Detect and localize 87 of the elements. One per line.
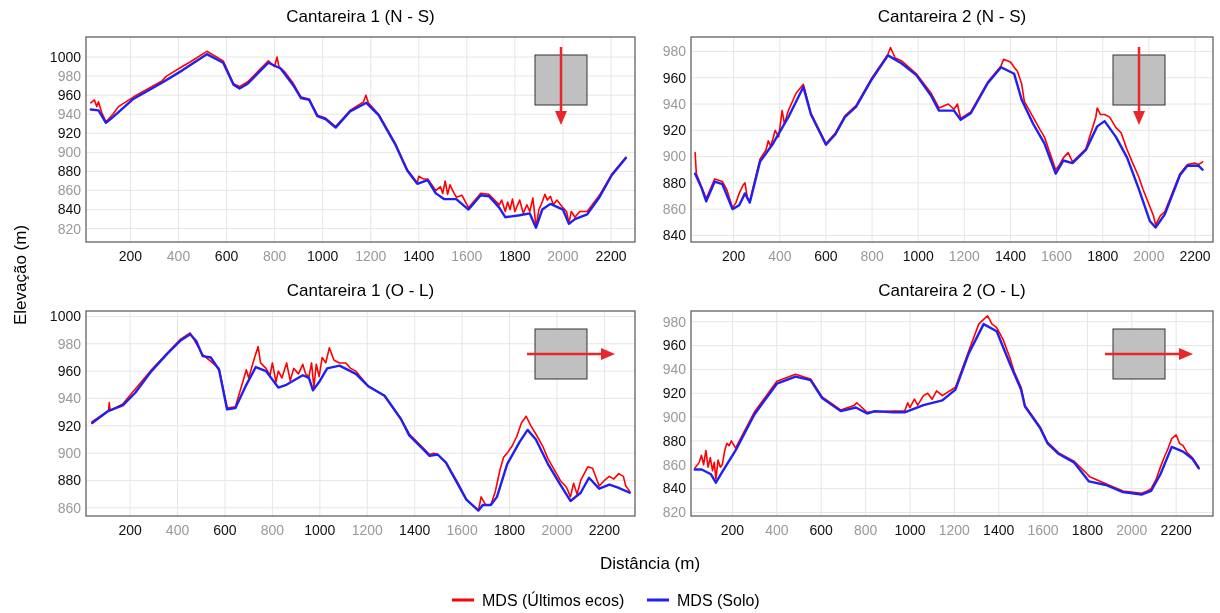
x-tick-label: 2000: [541, 522, 573, 538]
y-tick-label: 980: [57, 67, 82, 84]
x-tick-label: 1800: [493, 522, 526, 538]
y-tick-label: 880: [57, 163, 82, 180]
x-tick-label: 1800: [1071, 522, 1104, 538]
x-tick-label: 200: [118, 248, 143, 264]
x-tick-label: 1400: [403, 248, 435, 264]
y-tick-label: 840: [57, 201, 82, 218]
y-tick-label: 940: [57, 106, 82, 123]
legend-label: MDS (Últimos ecos): [482, 590, 625, 609]
y-tick-label: 960: [662, 337, 687, 354]
x-tick-label: 200: [721, 248, 746, 264]
y-tick-label: 920: [662, 122, 687, 139]
x-tick-label: 1000: [902, 248, 934, 264]
y-tick-label: 880: [57, 472, 82, 489]
chart-title: Cantareira 2 (O - L): [878, 281, 1026, 300]
y-tick-label: 880: [662, 174, 687, 191]
x-tick-label: 1000: [307, 248, 339, 264]
x-tick-label: 1400: [983, 522, 1015, 538]
y-tick-label: 980: [662, 43, 687, 60]
y-tick-label: 920: [57, 125, 82, 142]
x-tick-label: 1200: [355, 248, 387, 264]
y-tick-label: 900: [57, 144, 82, 161]
y-tick-label: 960: [57, 87, 82, 104]
y-tick-label: 840: [662, 480, 687, 497]
y-tick-label: 920: [662, 385, 687, 402]
chart-title: Cantareira 2 (N - S): [877, 7, 1027, 26]
y-tick-label: 1000: [49, 308, 82, 325]
x-tick-label: 2200: [1179, 248, 1211, 264]
x-tick-label: 1800: [499, 248, 531, 264]
x-tick-label: 2000: [1133, 248, 1165, 264]
y-tick-label: 920: [57, 417, 82, 434]
y-axis-title: Elevação (m): [11, 224, 30, 326]
x-tick-label: 1600: [1041, 248, 1073, 264]
y-tick-label: 820: [662, 504, 687, 521]
x-tick-label: 2000: [1116, 522, 1148, 538]
y-tick-label: 840: [662, 227, 687, 244]
x-tick-label: 600: [809, 522, 834, 538]
legend-label: MDS (Solo): [677, 591, 760, 609]
x-tick-label: 200: [118, 522, 142, 538]
x-tick-label: 2000: [547, 248, 579, 264]
y-tick-label: 960: [57, 363, 82, 380]
y-tick-label: 860: [662, 201, 687, 218]
x-tick-label: 1000: [304, 522, 336, 538]
x-tick-label: 600: [214, 248, 239, 264]
y-tick-label: 940: [662, 361, 687, 378]
x-tick-label: 1400: [399, 522, 431, 538]
x-tick-label: 800: [260, 522, 285, 538]
y-tick-label: 880: [662, 432, 687, 449]
x-tick-label: 1000: [894, 522, 926, 538]
y-tick-label: 1000: [49, 48, 82, 65]
x-tick-label: 1800: [1087, 248, 1119, 264]
x-tick-label: 1400: [994, 248, 1027, 264]
y-tick-label: 980: [57, 335, 82, 352]
x-tick-label: 1200: [351, 522, 384, 538]
y-tick-label: 940: [662, 95, 687, 112]
y-tick-label: 820: [57, 220, 82, 237]
x-tick-label: 800: [262, 248, 287, 264]
x-tick-label: 400: [166, 248, 191, 264]
y-tick-label: 860: [662, 456, 687, 473]
y-tick-label: 860: [57, 182, 82, 199]
x-tick-label: 800: [860, 248, 884, 264]
x-tick-label: 1600: [451, 248, 483, 264]
y-tick-label: 860: [57, 499, 82, 516]
y-tick-label: 900: [662, 148, 687, 165]
y-tick-label: 960: [662, 69, 687, 86]
x-tick-label: 800: [853, 522, 878, 538]
y-tick-label: 940: [57, 390, 82, 407]
x-tick-label: 1200: [948, 248, 981, 264]
x-tick-label: 400: [768, 248, 792, 264]
x-tick-label: 2200: [588, 522, 621, 538]
chart-title: Cantareira 1 (O - L): [286, 281, 435, 300]
x-tick-label: 2200: [1160, 522, 1192, 538]
chart-title: Cantareira 1 (N - S): [286, 7, 435, 26]
y-tick-label: 980: [662, 313, 687, 330]
x-tick-label: 2200: [595, 248, 627, 264]
x-tick-label: 600: [213, 522, 237, 538]
x-tick-label: 600: [814, 248, 838, 264]
x-tick-label: 1600: [446, 522, 478, 538]
x-axis-title: Distância (m): [599, 554, 701, 573]
x-tick-label: 1600: [1027, 522, 1059, 538]
x-tick-label: 1200: [938, 522, 971, 538]
y-tick-label: 900: [662, 408, 687, 425]
x-tick-label: 200: [720, 522, 745, 538]
x-tick-label: 400: [765, 522, 789, 538]
y-tick-label: 900: [57, 445, 82, 462]
x-tick-label: 400: [165, 522, 190, 538]
